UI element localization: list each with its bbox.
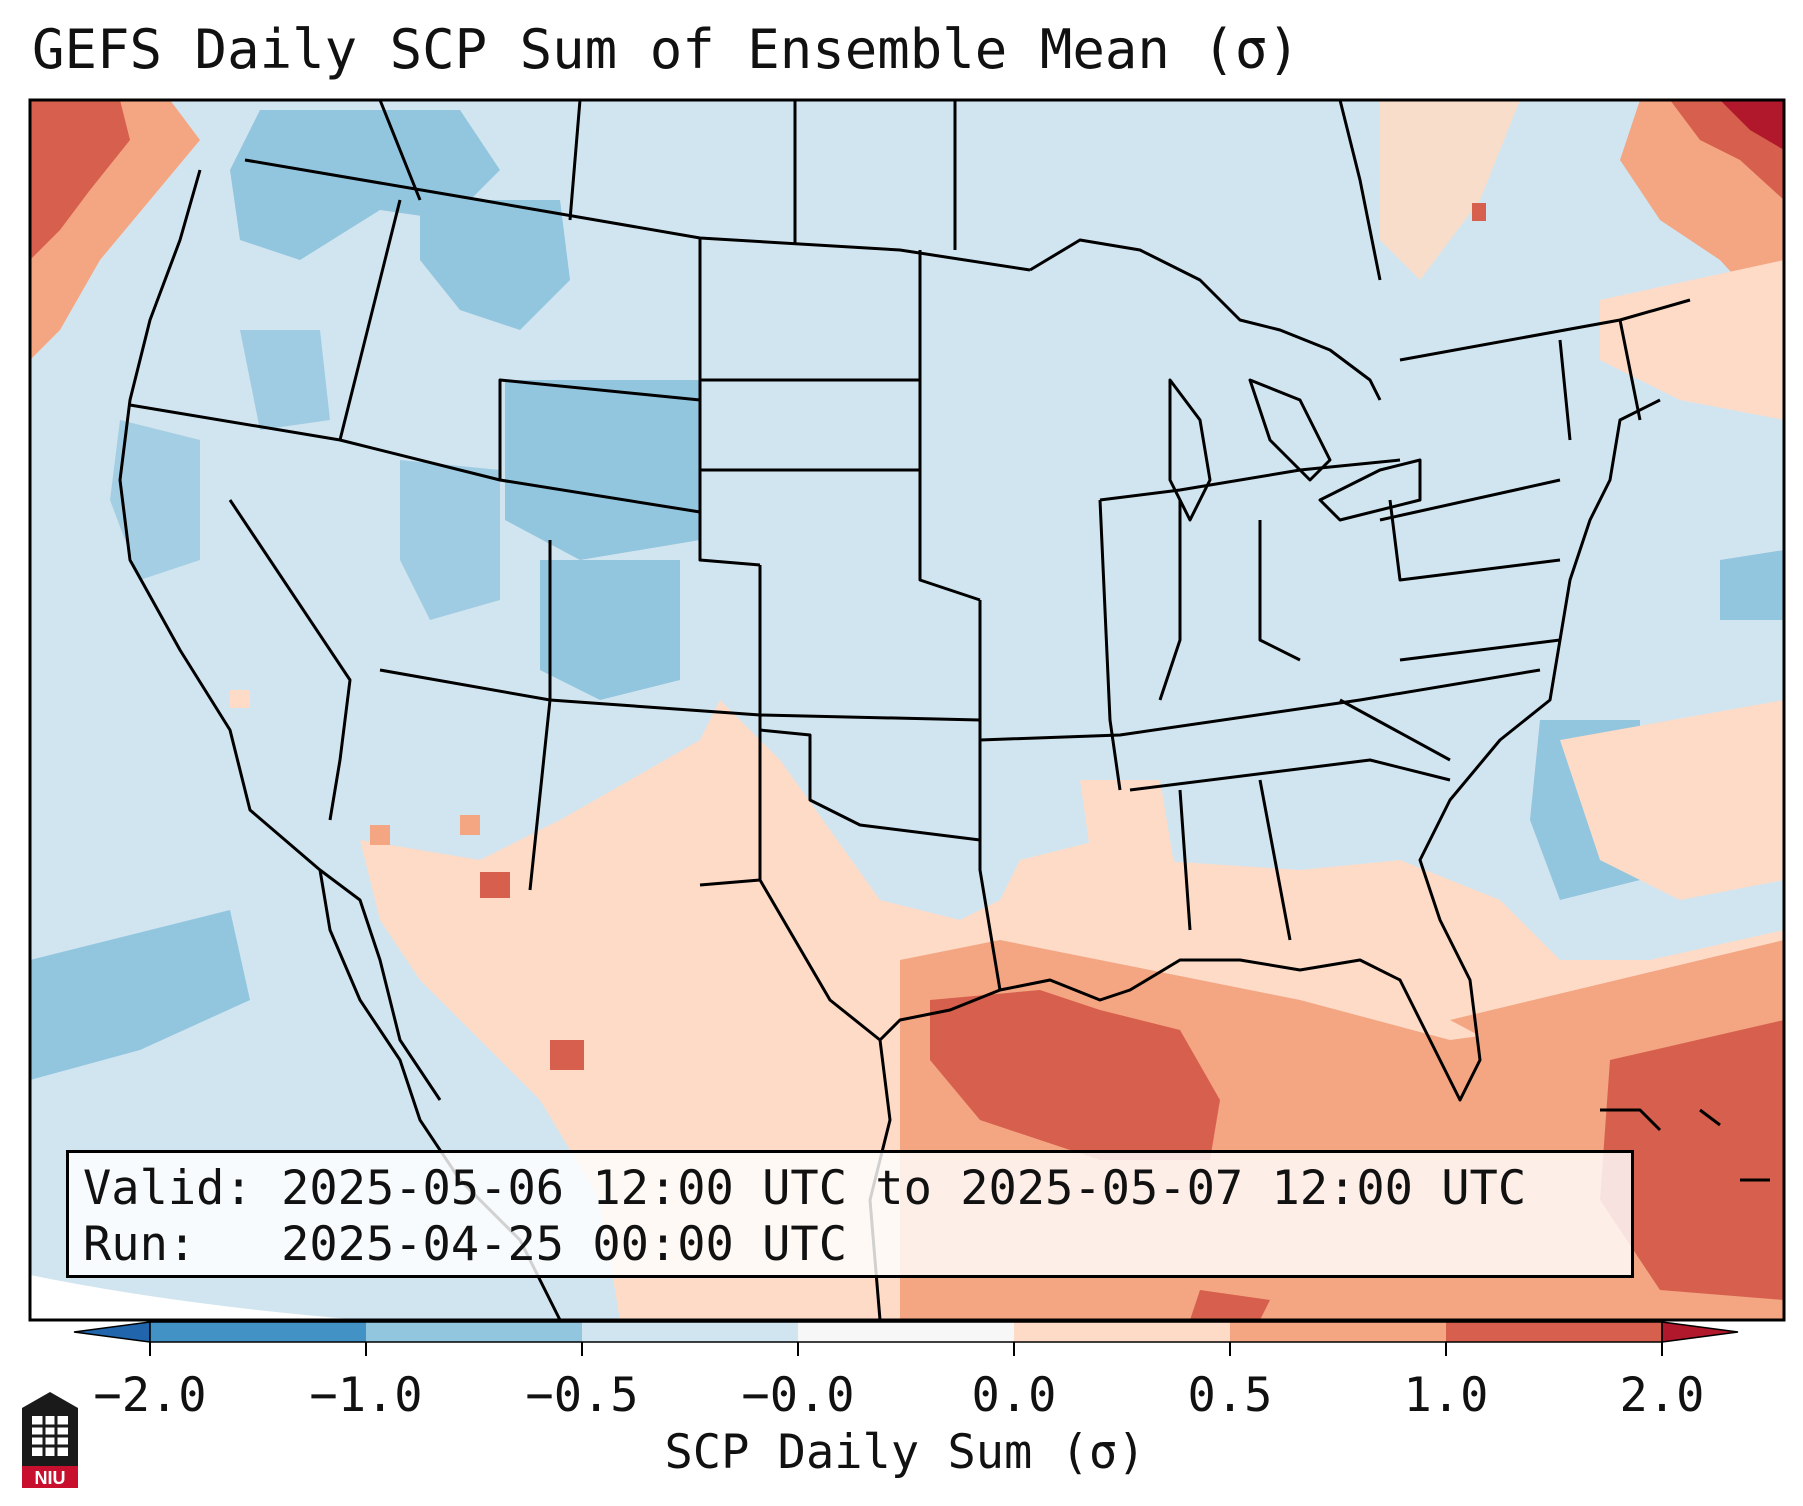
colorbar-tick-label: −0.5 — [525, 1368, 639, 1423]
colorbar-bin — [1230, 1322, 1446, 1342]
colorbar-extend-low — [73, 1321, 151, 1343]
colorbar-tick-label: −2.0 — [93, 1368, 207, 1423]
niu-logo-text: NIU — [35, 1468, 66, 1488]
colorbar-title: SCP Daily Sum (σ) — [664, 1425, 1146, 1480]
colorbar-tick-label: 1.0 — [1403, 1368, 1489, 1423]
colorbar-tick-label: 0.0 — [971, 1368, 1057, 1423]
colorbar-bin — [582, 1322, 798, 1342]
colorbar-bin — [798, 1322, 1014, 1342]
colorbar-bin — [1014, 1322, 1230, 1342]
colorbar-tick-label: 2.0 — [1619, 1368, 1705, 1423]
valid-run-box: Valid: 2025-05-06 12:00 UTC to 2025-05-0… — [66, 1150, 1634, 1278]
valid-value: 2025-05-06 12:00 UTC to 2025-05-07 12:00… — [281, 1161, 1527, 1216]
run-label: Run: — [83, 1217, 197, 1272]
colorbar-bin — [1446, 1322, 1662, 1342]
map-frame — [28, 98, 1786, 1322]
colorbar-bin — [366, 1322, 582, 1342]
valid-label: Valid: — [83, 1161, 253, 1216]
colorbar-tick-label: −0.0 — [741, 1368, 855, 1423]
colorbar-tick-label: 0.5 — [1187, 1368, 1273, 1423]
niu-logo-icon: NIU — [22, 1392, 78, 1488]
colorbar-tick-label: −1.0 — [309, 1368, 423, 1423]
colorbar-bin — [150, 1322, 366, 1342]
run-value: 2025-04-25 00:00 UTC — [281, 1217, 848, 1272]
boundaries — [118, 99, 1770, 1321]
colorbar-extend-high — [1661, 1321, 1739, 1343]
map-title: GEFS Daily SCP Sum of Ensemble Mean (σ) — [32, 18, 1300, 81]
colorbar — [73, 1321, 1739, 1356]
